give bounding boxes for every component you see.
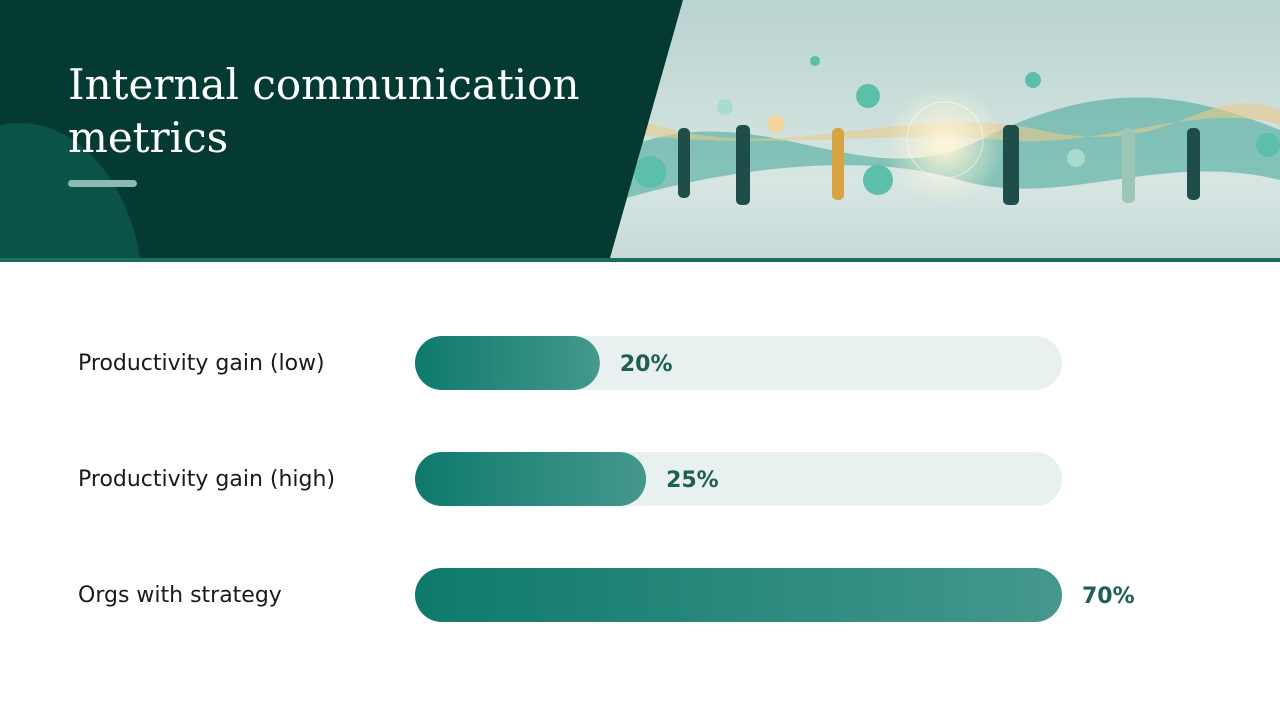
figures [678, 125, 1200, 205]
category-label: Productivity gain (high) [78, 467, 335, 492]
value-label: 20% [620, 352, 673, 377]
title-accent [68, 180, 137, 187]
chart: Productivity gain (low) 20% Productivity g… [78, 336, 1135, 622]
value-label: 25% [666, 468, 719, 493]
value-label: 70% [1082, 584, 1135, 609]
orb [906, 101, 984, 179]
wave [620, 97, 1280, 200]
header-rule [0, 258, 1280, 262]
glow [885, 85, 1005, 205]
bar [415, 336, 600, 390]
panel-shape [0, 123, 140, 258]
title-panel [0, 0, 683, 258]
category-label: Orgs with strategy [78, 583, 282, 608]
spheres [634, 56, 1280, 195]
slide-title: Internal communication metrics [68, 60, 580, 162]
header [0, 0, 1280, 262]
bar [415, 568, 1062, 622]
category-label: Productivity gain (low) [78, 351, 325, 376]
bar [415, 452, 647, 506]
